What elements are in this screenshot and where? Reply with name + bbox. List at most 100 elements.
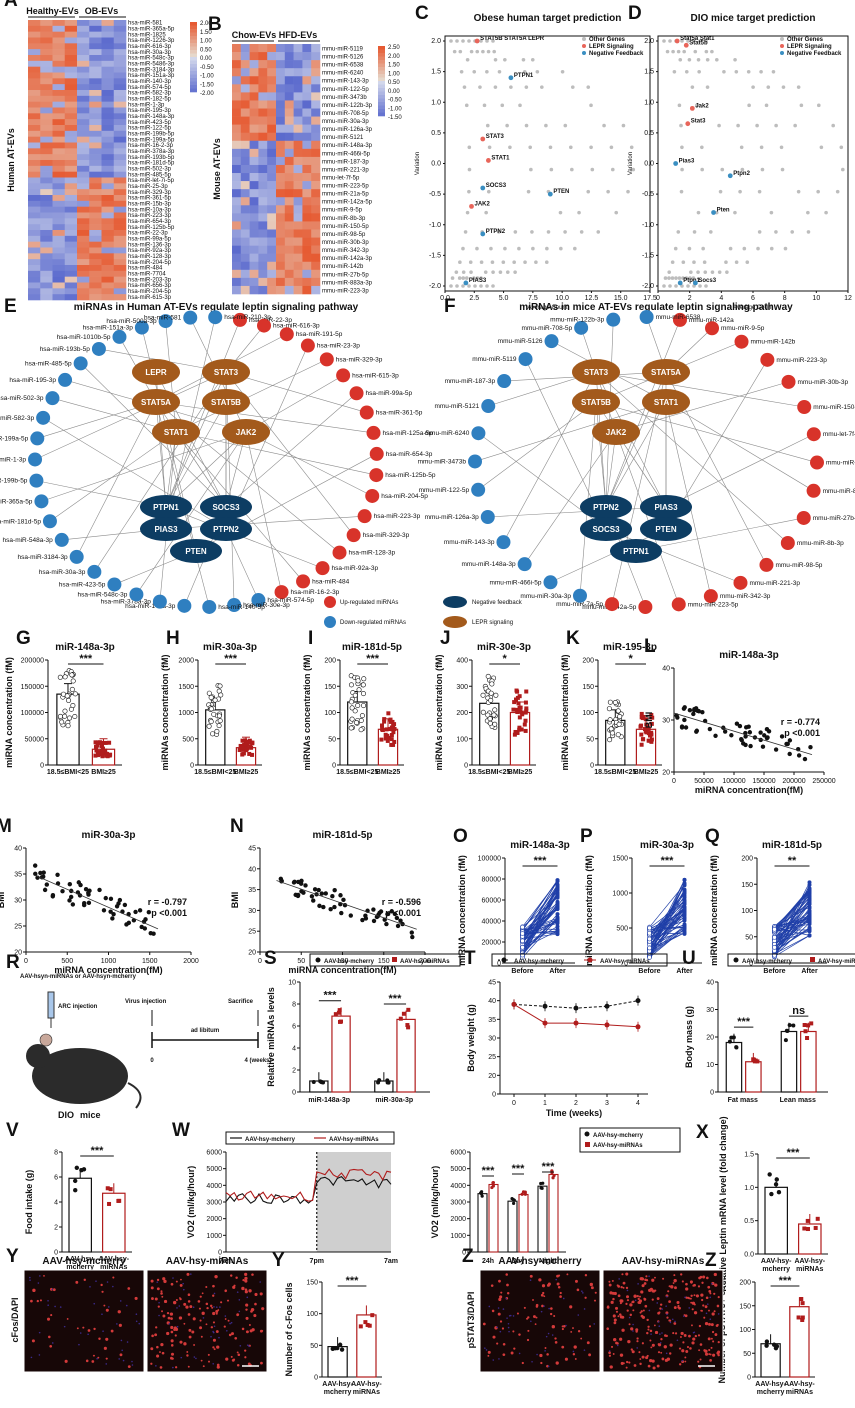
heatmap-cell [89,282,102,289]
heatmap-cell [77,200,90,207]
mirna-node [806,427,821,442]
stained-cell [169,1312,174,1316]
heatmap-cell [40,154,53,161]
stained-cell [119,1353,123,1357]
stained-cell [615,1306,619,1310]
gene-point [692,39,696,43]
gene-point [700,145,704,150]
heatmap-cell [232,213,242,222]
stained-cell [693,1311,698,1315]
after-point [682,915,687,920]
heatmap-cell [89,195,102,202]
gene-point [559,246,563,251]
scatter-point [83,887,89,892]
paired-line [774,923,810,932]
heatmap-cell [77,37,90,44]
heatmap-cell [113,107,127,114]
heatmap-cell [64,148,78,155]
x-category-label: AAV-hsy- [98,1256,129,1263]
stained-cell [251,1328,255,1332]
gene-point [774,230,778,234]
after-point [555,884,560,889]
stained-cell [684,1356,687,1359]
data-point [356,687,362,693]
y-tick-label: 0 [292,1090,296,1097]
significance-stars: *** [542,1161,556,1173]
stained-cell [156,1278,160,1282]
heatmap-cell [284,156,294,166]
panel-label-Z: Z [705,1250,717,1271]
heatmap-cell [101,136,115,143]
dapi-nucleus [577,1314,580,1316]
stained-cell [697,1285,701,1288]
stained-cell [532,1315,536,1318]
gene-point [544,260,549,264]
legend-label: AAV-hsy-miRNAs [600,959,650,965]
heatmap-cell [267,44,277,53]
heatmap-cell [311,237,321,246]
heatmap-cell [40,31,53,38]
stained-cell [693,1303,696,1306]
heatmap-cell [40,195,53,202]
stained-cell [680,1331,684,1336]
heatmap-cell [77,265,90,272]
stained-cell [161,1295,164,1298]
gene-point [680,145,684,150]
heatmap-cell [267,92,277,101]
heatmap-cell [101,276,115,283]
highlight-gene-point [463,280,469,286]
data-point [391,730,396,735]
lepr-node [132,359,180,385]
stained-cell [622,1281,626,1285]
panel-label-Y: Y [6,1246,19,1267]
x-axis-label: miRNA concentration(fM) [54,965,162,975]
heatmap-cell [267,100,277,109]
x-category-label: AAV-hsy- [755,1381,786,1388]
stained-cell [666,1316,669,1319]
heatmap-cell [267,245,277,254]
heatmap-cell [64,189,78,196]
gene-point [674,284,678,288]
heatmap-cell [284,221,294,230]
heatmap-cell [284,140,294,150]
gene-point [505,123,509,128]
y-tick-label: -1.0 [642,222,654,229]
heatmap-cell [40,142,53,149]
scatter-point [734,721,740,726]
data-point [380,727,385,732]
heatmap-cell [40,55,53,62]
data-point [206,723,212,729]
x-category-label: mcherry [324,1389,352,1396]
heatmap-cell [101,230,115,237]
heatmap-cell [28,200,41,207]
mirna-node [496,535,511,550]
heatmap-cell [311,100,321,109]
stained-cell [612,1353,615,1355]
network-edge [487,506,667,518]
stain-label: cFos/DAPI [10,1297,20,1342]
stained-cell [187,1365,190,1368]
gene-point [517,246,521,251]
heatmap-cell [101,241,115,248]
stained-cell [499,1295,503,1299]
stained-cell [499,1320,503,1323]
heatmap-cell [240,108,250,117]
heatmap-cell [101,101,115,108]
dapi-nucleus [125,1304,128,1307]
legend-box [579,1127,681,1153]
stained-cell [668,1300,671,1303]
gene-point [835,189,840,194]
heatmap-cell [64,84,78,91]
stained-cell [688,1334,691,1338]
scatter-point [44,882,50,887]
heatmap-row-label: hsa-miR-182-5p [128,97,172,103]
gene-point [667,270,672,274]
mirna-label: hsa-miR-16-2-3p [291,589,340,596]
scatter-point [384,921,389,927]
gene-point [487,145,492,150]
dapi-nucleus [648,1309,651,1312]
mirna-label: mmu-miR-142b [751,339,796,346]
gene-point [454,270,459,274]
gene-point [492,49,497,54]
data-point [311,1079,316,1084]
